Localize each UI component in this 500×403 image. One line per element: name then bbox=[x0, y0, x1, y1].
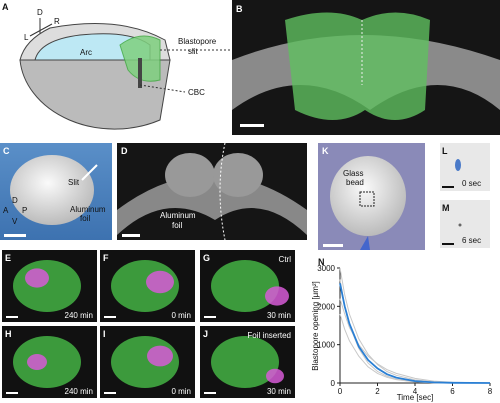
region-label: Arc bbox=[80, 48, 92, 57]
x-tick-label: 8 bbox=[488, 387, 493, 396]
condition-label: Ctrl bbox=[279, 255, 292, 264]
panel-label: L bbox=[442, 146, 448, 156]
series-line bbox=[339, 267, 491, 384]
signal bbox=[266, 368, 284, 384]
signal bbox=[25, 268, 49, 288]
time-label: 0 sec bbox=[462, 179, 481, 188]
panel-n: N Time [sec] Blastopore opening [μm²] 0 1… bbox=[311, 257, 493, 402]
label: foil bbox=[172, 221, 182, 230]
scale-bar bbox=[6, 316, 18, 318]
x-tick-label: 6 bbox=[450, 387, 455, 396]
panel-label: D bbox=[121, 146, 128, 156]
scale-bar bbox=[6, 392, 18, 394]
embryo bbox=[211, 336, 279, 388]
series-line bbox=[339, 298, 491, 384]
label: Glass bbox=[343, 169, 363, 178]
x-axis-label: Time [sec] bbox=[397, 393, 434, 402]
time-label: 0 min bbox=[171, 387, 191, 396]
condition-label: Foil inserted bbox=[247, 331, 291, 340]
panel-label: E bbox=[5, 253, 11, 263]
scale-bar bbox=[104, 316, 116, 318]
signal bbox=[27, 354, 47, 370]
timelapse-panel: F 0 min bbox=[100, 250, 195, 322]
timelapse-panel: E 240 min bbox=[2, 250, 97, 322]
time-label: 6 sec bbox=[462, 236, 481, 245]
signal bbox=[147, 345, 173, 367]
panel-label: N bbox=[318, 257, 325, 267]
signal bbox=[265, 286, 289, 306]
embryo bbox=[13, 260, 81, 312]
label: Aluminum bbox=[70, 205, 106, 214]
time-label: 240 min bbox=[65, 387, 93, 396]
panel-label: C bbox=[3, 146, 10, 156]
series-line bbox=[339, 279, 490, 384]
scale-bar bbox=[204, 392, 216, 394]
timelapse-panel: J 30 min Foil inserted bbox=[200, 326, 295, 398]
axis-label: P bbox=[22, 206, 27, 215]
panel-label: G bbox=[203, 253, 210, 263]
axis-label: V bbox=[12, 217, 18, 226]
x-tick-label: 2 bbox=[375, 387, 380, 396]
axis-label: L bbox=[24, 33, 29, 42]
panel-k: K Glass bead bbox=[318, 143, 425, 250]
scale-bar bbox=[104, 392, 116, 394]
timelapse-panel: G 30 min Ctrl bbox=[200, 250, 295, 322]
label: bead bbox=[346, 178, 364, 187]
time-label: 240 min bbox=[65, 311, 93, 320]
panel-b: B bbox=[232, 0, 500, 135]
y-tick-label: 1000 bbox=[317, 341, 335, 350]
axis-label: D bbox=[37, 8, 43, 17]
timelapse-panel: I 0 min bbox=[100, 326, 195, 398]
y-tick-label: 0 bbox=[331, 379, 336, 388]
panel-label: B bbox=[236, 4, 243, 14]
panel-l: L 0 sec bbox=[440, 143, 490, 191]
region-label: slit bbox=[188, 47, 199, 56]
region-label: Blastopore bbox=[178, 37, 217, 46]
panel-label: K bbox=[322, 146, 329, 156]
time-label: 0 min bbox=[171, 311, 191, 320]
axis-label: A bbox=[3, 206, 9, 215]
time-label: 30 min bbox=[267, 311, 291, 320]
panel-d: D Aluminum foil bbox=[117, 142, 307, 241]
y-axis-label: Blastopore opening [μm²] bbox=[311, 281, 320, 371]
panel-label: H bbox=[5, 329, 12, 339]
panel-label: A bbox=[2, 2, 9, 12]
region-label: CBC bbox=[188, 88, 205, 97]
embryo bbox=[211, 260, 279, 312]
panel-label: F bbox=[103, 253, 109, 263]
y-tick-label: 2000 bbox=[317, 302, 335, 311]
x-tick-label: 0 bbox=[338, 387, 343, 396]
label: Aluminum bbox=[160, 211, 196, 220]
panel-label: I bbox=[103, 329, 106, 339]
panel-label: M bbox=[442, 203, 450, 213]
scale-bar bbox=[204, 316, 216, 318]
axis-label: R bbox=[54, 17, 60, 26]
timelapse-panel: H 240 min bbox=[2, 326, 97, 398]
panel-m: M 6 sec bbox=[440, 200, 490, 248]
label: Slit bbox=[68, 178, 80, 187]
signal bbox=[146, 270, 174, 294]
panel-c: C Slit D A P V Aluminum foil bbox=[0, 143, 112, 240]
axis-label: D bbox=[12, 196, 18, 205]
x-tick-label: 4 bbox=[413, 387, 418, 396]
series-line bbox=[339, 283, 491, 384]
panel-label: J bbox=[203, 329, 208, 339]
time-label: 30 min bbox=[267, 387, 291, 396]
panel-a: A D R L V Arc Blastopore slit CBC bbox=[2, 2, 230, 130]
label: foil bbox=[80, 214, 90, 223]
y-tick-label: 3000 bbox=[317, 264, 335, 273]
